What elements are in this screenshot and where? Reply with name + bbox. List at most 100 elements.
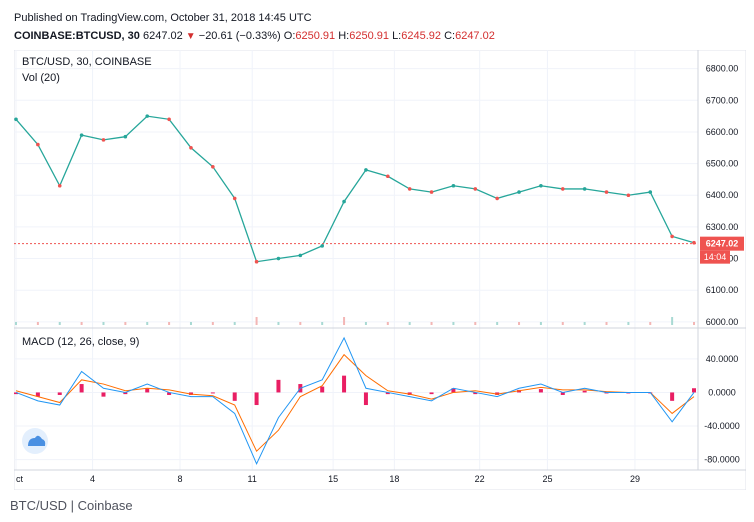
- time-tick-label: ct: [16, 474, 24, 484]
- price-series-layer: [14, 114, 698, 264]
- volume-bar: [36, 322, 39, 325]
- time-tick-label: 25: [542, 474, 552, 484]
- macd-histogram-bar: [167, 392, 172, 395]
- macd-histogram-bar: [429, 392, 434, 395]
- last-price-tag-label: 6247.02: [706, 239, 739, 249]
- volume-bar: [430, 322, 433, 325]
- low-label: L:: [392, 30, 402, 42]
- volume-bar: [321, 322, 324, 325]
- price-point: [57, 183, 62, 188]
- volume-bar: [627, 322, 630, 325]
- price-point: [14, 117, 18, 122]
- countdown-label: 14:04: [704, 252, 727, 262]
- macd-tick-label: -40.0000: [704, 421, 740, 431]
- price-point: [582, 187, 587, 191]
- price-point: [123, 134, 128, 139]
- volume-label: Vol (20): [22, 72, 60, 84]
- volume-bar: [539, 322, 542, 325]
- price-tick-label: 6500.00: [706, 159, 739, 169]
- macd-histogram-bar: [210, 392, 215, 394]
- grid: [14, 50, 698, 470]
- time-tick-label: 8: [178, 474, 183, 484]
- tradingview-logo: [22, 428, 48, 454]
- price-point: [254, 259, 259, 264]
- price-point: [364, 168, 368, 172]
- volume-bar: [671, 317, 674, 325]
- macd-histogram-bar: [79, 384, 84, 393]
- last-price: 6247.02: [142, 30, 183, 42]
- low-value: 6245.92: [401, 30, 442, 42]
- high-label: H:: [338, 30, 350, 42]
- price-point: [473, 187, 478, 191]
- volume-bar: [343, 317, 346, 325]
- macd-line: [15, 336, 695, 466]
- macd-tick-label: 0.0000: [708, 387, 736, 397]
- macd-histogram-bar: [473, 392, 478, 395]
- time-tick-label: 18: [389, 474, 399, 484]
- volume-bar: [518, 322, 521, 325]
- volume-bar: [408, 322, 411, 325]
- price-change: −20.61 (−0.33%): [198, 30, 281, 42]
- volume-bar: [124, 322, 127, 325]
- volume-bar: [80, 322, 83, 325]
- close-label: C:: [444, 30, 456, 42]
- macd-histogram-bar: [692, 388, 696, 393]
- price-point: [626, 193, 631, 198]
- price-point: [211, 164, 215, 169]
- macd-histogram-bar: [560, 392, 565, 395]
- macd-histogram-bar: [123, 392, 128, 395]
- symbol-label: COINBASE:BTCUSD, 30: [14, 30, 140, 42]
- volume-bar: [561, 322, 564, 325]
- published-line: Published on TradingView.com, October 31…: [14, 12, 312, 24]
- volume-bar: [364, 322, 367, 325]
- price-pane-title: BTC/USD, 30, COINBASE: [22, 56, 152, 68]
- chart-svg[interactable]: 6000.006100.006200.006300.006400.006500.…: [14, 50, 746, 490]
- volume-layer: [15, 317, 695, 325]
- price-point: [495, 196, 499, 201]
- price-point: [407, 187, 412, 191]
- macd-histogram-bar: [276, 379, 281, 393]
- price-point: [451, 183, 456, 188]
- price-point: [79, 133, 84, 137]
- price-point: [539, 183, 543, 188]
- price-tick-label: 6000.00: [706, 317, 739, 327]
- volume-bar: [693, 322, 695, 325]
- close-value: 6247.02: [455, 30, 495, 42]
- volume-bar: [211, 322, 214, 325]
- price-point: [298, 253, 303, 258]
- macd-histogram-bar: [342, 375, 347, 393]
- price-tick-label: 6800.00: [706, 64, 739, 74]
- time-tick-label: 15: [328, 474, 338, 484]
- price-tick-label: 6400.00: [706, 190, 739, 200]
- macd-histogram-bar: [385, 392, 390, 395]
- price-tick-label: 6100.00: [706, 285, 739, 295]
- volume-bar: [255, 317, 258, 325]
- price-point: [560, 187, 565, 191]
- volume-bar: [649, 322, 652, 325]
- macd-axis: 40.0000 0.0000 -40.0000 -80.0000: [704, 354, 740, 465]
- price-point: [670, 234, 674, 239]
- price-point: [36, 142, 40, 147]
- price-point: [604, 190, 609, 194]
- price-point: [648, 190, 653, 194]
- volume-bar: [102, 322, 105, 325]
- volume-bar: [146, 322, 149, 325]
- signal-line: [15, 353, 695, 453]
- volume-bar: [452, 322, 455, 325]
- macd-histogram-bar: [145, 388, 150, 393]
- price-series-line: [15, 115, 695, 263]
- price-point: [386, 174, 390, 179]
- price-point: [101, 138, 106, 142]
- macd-histogram-bar: [14, 392, 18, 395]
- macd-histogram-bar: [451, 388, 456, 393]
- volume-bar: [299, 322, 302, 325]
- macd-histogram-bar: [670, 392, 675, 401]
- macd-histogram-bar: [232, 392, 237, 401]
- macd-histogram-bar: [57, 392, 62, 395]
- high-value: 6250.91: [349, 30, 389, 42]
- macd-histogram-bar: [538, 389, 543, 393]
- macd-histogram-bar: [363, 392, 368, 406]
- price-tick-label: 6600.00: [706, 127, 739, 137]
- volume-bar: [168, 322, 171, 325]
- price-point: [517, 190, 521, 194]
